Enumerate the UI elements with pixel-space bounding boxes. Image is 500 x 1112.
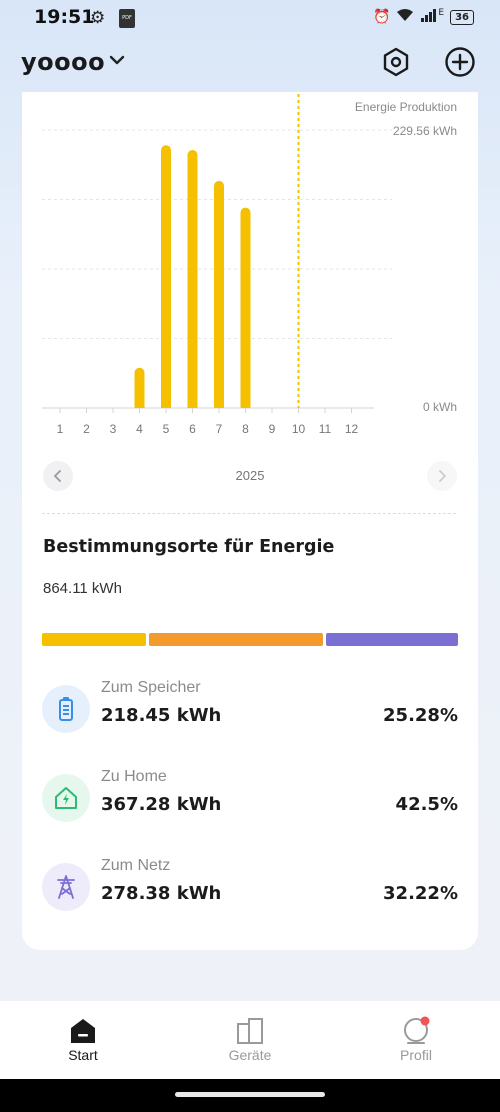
chart-tick-label: 8	[242, 422, 249, 436]
chart-bar-7[interactable]	[214, 180, 224, 408]
chart-bar-4[interactable]	[134, 367, 145, 408]
distribution-segment-storage	[42, 633, 146, 646]
bottom-navigation: Start Geräte Profil	[0, 1001, 500, 1079]
chart-tick-label: 10	[292, 422, 306, 436]
chart-bar-6[interactable]	[187, 150, 198, 408]
tab-geraete[interactable]: Geräte	[190, 1001, 310, 1079]
settings-hexagon-icon[interactable]	[380, 46, 412, 78]
chart-tick-label: 3	[110, 422, 117, 436]
battery-indicator: 36	[450, 9, 474, 25]
chart-tick-label: 12	[345, 422, 359, 436]
chevron-down-icon	[108, 51, 126, 74]
tab-label: Start	[68, 1047, 98, 1063]
chart-tick-label: 5	[163, 422, 170, 436]
previous-year-button[interactable]	[43, 461, 73, 491]
destination-value: 278.38 kWh	[101, 883, 222, 904]
chart-max-label: 229.56 kWh	[392, 124, 457, 138]
tab-profil[interactable]: Profil	[356, 1001, 476, 1079]
status-bar: 19:51 ⚙ PDF ⏰ E 36	[0, 0, 500, 36]
year-label: 2025	[235, 468, 265, 483]
chart-bar-base-8	[240, 403, 251, 408]
home-icon	[71, 1019, 95, 1043]
notification-dot	[420, 1016, 430, 1026]
destination-row-home[interactable]: Zu Home 367.28 kWh 42.5%	[42, 768, 458, 828]
destination-percent: 32.22%	[383, 883, 458, 904]
destination-value: 218.45 kWh	[101, 705, 222, 726]
home-name: yoooo	[21, 48, 106, 76]
add-icon[interactable]	[444, 46, 476, 78]
home-bolt-icon	[42, 774, 90, 822]
destination-value: 367.28 kWh	[101, 794, 222, 815]
pdf-notification-icon: PDF	[119, 9, 135, 28]
tab-label: Geräte	[228, 1047, 272, 1063]
chart-min-label: 0 kWh	[422, 400, 457, 414]
chart-tick-label: 1	[57, 422, 64, 436]
year-navigation: 2025	[22, 458, 478, 494]
grid-tower-icon	[42, 863, 90, 911]
signal-icon	[420, 8, 438, 26]
network-type: E	[438, 8, 445, 18]
chart-legend: Energie Produktion	[354, 100, 457, 114]
destination-label: Zum Netz	[101, 857, 171, 874]
tab-start[interactable]: Start	[23, 1001, 143, 1079]
distribution-bar	[42, 633, 458, 646]
battery-icon	[42, 685, 90, 733]
destinations-total: 864.11 kWh	[43, 580, 122, 597]
distribution-segment-home	[148, 633, 323, 646]
settings-notification-icon: ⚙	[90, 8, 106, 28]
chart-bar-8[interactable]	[240, 207, 251, 408]
chart-plot[interactable]: 1 2 3 4 5 6 7 8 9 10 11 12	[22, 92, 478, 452]
chart-bar-base-6	[187, 403, 198, 408]
chart-tick-label: 6	[189, 422, 196, 436]
system-nav-bar	[0, 1079, 500, 1112]
divider	[42, 513, 456, 514]
destination-row-storage[interactable]: Zum Speicher 218.45 kWh 25.28%	[42, 679, 458, 739]
profile-icon	[404, 1016, 430, 1044]
chart-bar-base-4	[134, 403, 145, 408]
chart-bar-base-7	[214, 403, 224, 408]
alarm-icon: ⏰	[372, 9, 391, 25]
chart-tick-label: 11	[319, 422, 332, 436]
chart-bar-base-5	[161, 403, 171, 408]
next-year-button[interactable]	[427, 461, 457, 491]
status-icons: ⏰ E 36	[373, 8, 474, 26]
destination-percent: 42.5%	[395, 794, 458, 815]
destination-row-grid[interactable]: Zum Netz 278.38 kWh 32.22%	[42, 857, 458, 917]
tab-label: Profil	[400, 1047, 432, 1063]
destination-percent: 25.28%	[383, 705, 458, 726]
destination-label: Zum Speicher	[101, 679, 201, 696]
destinations-title: Bestimmungsorte für Energie	[43, 537, 335, 557]
wifi-icon	[396, 8, 414, 26]
devices-icon	[237, 1018, 263, 1044]
home-gesture-handle[interactable]	[175, 1092, 325, 1097]
distribution-segment-grid	[325, 633, 458, 646]
destination-label: Zu Home	[101, 768, 167, 785]
status-time: 19:51	[34, 6, 95, 28]
chart-tick-label: 2	[83, 422, 90, 436]
chart-tick-label: 7	[216, 422, 223, 436]
app-header: yoooo	[0, 44, 500, 84]
chart-tick-label: 4	[136, 422, 143, 436]
chart-tick-label: 9	[269, 422, 276, 436]
chart-bar-5[interactable]	[161, 145, 171, 408]
